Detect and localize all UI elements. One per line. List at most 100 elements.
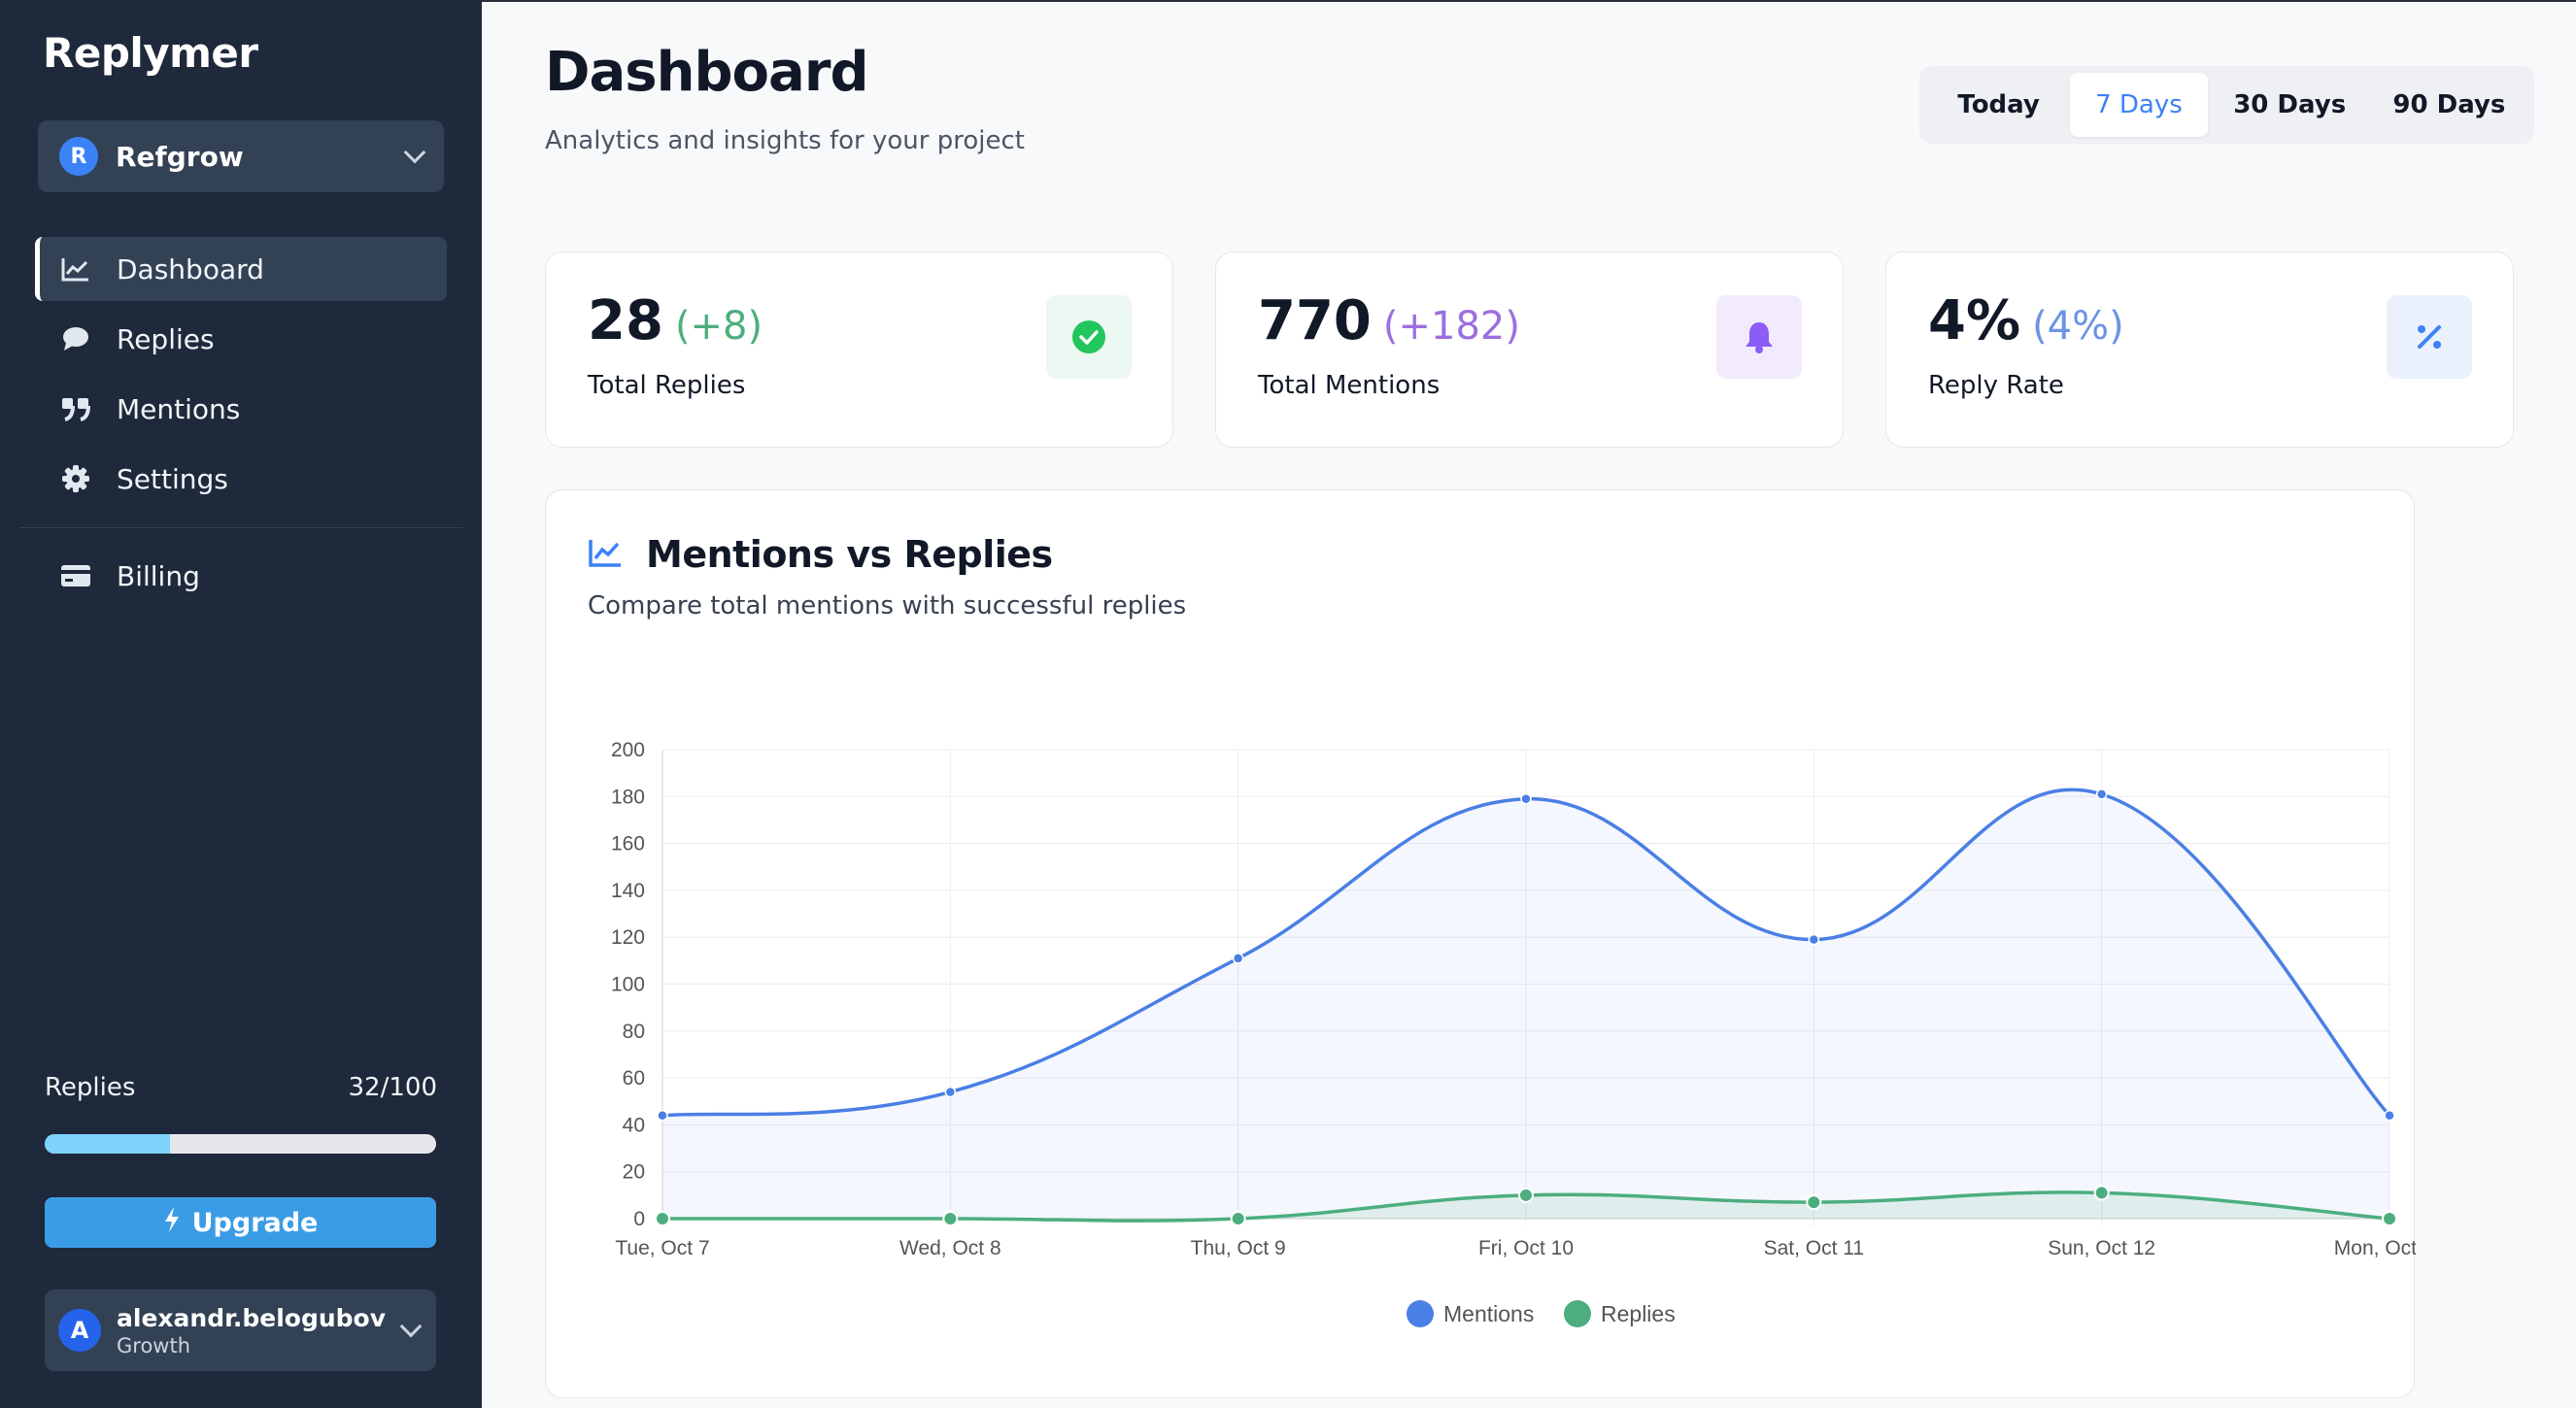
x-tick-label: Sun, Oct 12 xyxy=(2048,1237,2155,1259)
stat-value: 4% xyxy=(1928,289,2021,352)
upgrade-label: Upgrade xyxy=(191,1207,319,1238)
replies-area xyxy=(662,1191,2390,1222)
x-tick-label: Wed, Oct 8 xyxy=(899,1237,1001,1259)
y-tick-label: 180 xyxy=(611,786,645,808)
x-tick-label: Mon, Oct 13 xyxy=(2334,1237,2416,1259)
mentions-line xyxy=(661,788,2391,1118)
chart-title: Mentions vs Replies xyxy=(646,533,1053,576)
y-tick-label: 140 xyxy=(611,880,645,902)
x-tick-label: Tue, Oct 7 xyxy=(615,1237,709,1259)
upgrade-button[interactable]: Upgrade xyxy=(45,1197,436,1248)
mentions-point xyxy=(944,1086,957,1098)
y-tick-label: 100 xyxy=(611,974,645,996)
x-tick-label: Sat, Oct 11 xyxy=(1764,1237,1865,1259)
stat-delta: (+8) xyxy=(674,304,763,349)
x-tick-label: Fri, Oct 10 xyxy=(1478,1237,1574,1259)
stat-card-total-mentions: 770 (+182) Total Mentions xyxy=(1215,251,1844,448)
stat-delta: (4%) xyxy=(2032,304,2124,349)
stat-value: 28 xyxy=(588,289,663,352)
sidebar-item-replies[interactable]: Replies xyxy=(35,307,447,371)
brand-logo: Replymer xyxy=(43,29,258,77)
stat-value: 770 xyxy=(1258,289,1372,352)
mentions-legend-label: Mentions xyxy=(1443,1301,1534,1326)
stat-label: Reply Rate xyxy=(1928,371,2064,400)
y-tick-label: 160 xyxy=(611,833,645,855)
gear-icon xyxy=(60,463,91,494)
chevron-down-icon xyxy=(403,141,426,164)
window-top-border xyxy=(0,0,2576,2)
replies-point xyxy=(655,1211,670,1226)
y-tick-label: 60 xyxy=(623,1067,645,1090)
sidebar-item-label: Replies xyxy=(117,322,215,355)
mentions-point xyxy=(1520,792,1532,805)
sidebar-nav: Dashboard Replies Mentions Settings xyxy=(35,237,447,517)
replies-point xyxy=(1806,1194,1822,1211)
sidebar-item-label: Settings xyxy=(117,462,228,495)
replies-legend-swatch xyxy=(1564,1300,1591,1327)
sidebar-item-label: Dashboard xyxy=(117,252,264,285)
range-today-button[interactable]: Today xyxy=(1957,90,2040,119)
replies-point xyxy=(2093,1185,2110,1201)
check-circle-icon xyxy=(1046,295,1132,379)
y-tick-label: 40 xyxy=(623,1114,645,1136)
replies-point xyxy=(1230,1211,1246,1226)
nav-divider xyxy=(19,527,462,528)
mentions-point xyxy=(1808,933,1820,946)
workspace-avatar: R xyxy=(59,137,98,176)
usage-value: 32/100 xyxy=(348,1073,437,1102)
chevron-down-icon xyxy=(399,1315,423,1338)
sidebar-item-mentions[interactable]: Mentions xyxy=(35,377,447,441)
usage-progress-bar xyxy=(45,1134,436,1154)
range-7-days-button[interactable]: 7 Days xyxy=(2070,73,2208,137)
replies-legend-label: Replies xyxy=(1601,1301,1676,1326)
sidebar-item-billing[interactable]: Billing xyxy=(35,544,447,608)
stat-label: Total Replies xyxy=(588,371,746,400)
chart-panel: Mentions vs Replies Compare total mentio… xyxy=(545,489,2416,1398)
workspace-name: Refgrow xyxy=(116,140,244,173)
replies-point xyxy=(2382,1211,2397,1226)
y-tick-label: 0 xyxy=(633,1208,645,1230)
y-tick-label: 80 xyxy=(623,1021,645,1043)
chart-line-icon xyxy=(60,253,91,285)
chat-bubble-icon xyxy=(60,323,91,354)
usage-progress-fill xyxy=(45,1134,170,1154)
usage-label: Replies xyxy=(45,1073,136,1102)
y-tick-label: 120 xyxy=(611,926,645,949)
user-plan: Growth xyxy=(117,1333,191,1358)
sidebar-nav-secondary: Billing xyxy=(35,544,447,614)
sidebar-item-label: Billing xyxy=(117,559,200,592)
stat-card-reply-rate: 4% (4%) Reply Rate xyxy=(1885,251,2514,448)
replies-point xyxy=(1518,1187,1534,1203)
mentions-legend-swatch xyxy=(1407,1300,1434,1327)
user-menu[interactable]: A alexandr.belogubov Growth xyxy=(45,1290,436,1371)
page-subtitle: Analytics and insights for your project xyxy=(545,126,1025,155)
lightning-bolt-icon xyxy=(163,1206,181,1240)
quote-icon xyxy=(60,393,91,424)
sidebar: Replymer R Refgrow Dashboard Replies Men… xyxy=(0,0,482,1408)
mentions-vs-replies-chart: 0 20 40 60 80 100 120 140 160 180 200 Tue, Oct 7 Wed… xyxy=(611,739,2416,1327)
page-title: Dashboard xyxy=(545,41,869,104)
mentions-area xyxy=(662,789,2390,1219)
mentions-point xyxy=(657,1109,668,1122)
range-90-days-button[interactable]: 90 Days xyxy=(2392,90,2506,119)
sidebar-item-dashboard[interactable]: Dashboard xyxy=(35,237,447,301)
stat-label: Total Mentions xyxy=(1258,371,1441,400)
credit-card-icon xyxy=(60,560,91,591)
stat-delta: (+182) xyxy=(1382,304,1520,349)
y-tick-label: 200 xyxy=(611,739,645,761)
range-30-days-button[interactable]: 30 Days xyxy=(2233,90,2347,119)
workspace-switcher[interactable]: R Refgrow xyxy=(38,120,444,192)
user-name: alexandr.belogubov xyxy=(117,1303,387,1332)
mentions-point xyxy=(2095,788,2108,800)
replies-point xyxy=(942,1211,959,1226)
bell-icon xyxy=(1716,295,1802,379)
sidebar-item-label: Mentions xyxy=(117,392,241,425)
avatar: A xyxy=(58,1309,101,1352)
date-range-selector: Today 7 Days 30 Days 90 Days xyxy=(1919,66,2534,144)
chart-subtitle: Compare total mentions with successful r… xyxy=(588,591,1187,620)
percent-icon xyxy=(2387,295,2472,379)
sidebar-item-settings[interactable]: Settings xyxy=(35,447,447,511)
chart-line-icon xyxy=(588,537,623,572)
mentions-point xyxy=(2384,1109,2395,1122)
stat-card-total-replies: 28 (+8) Total Replies xyxy=(545,251,1173,448)
